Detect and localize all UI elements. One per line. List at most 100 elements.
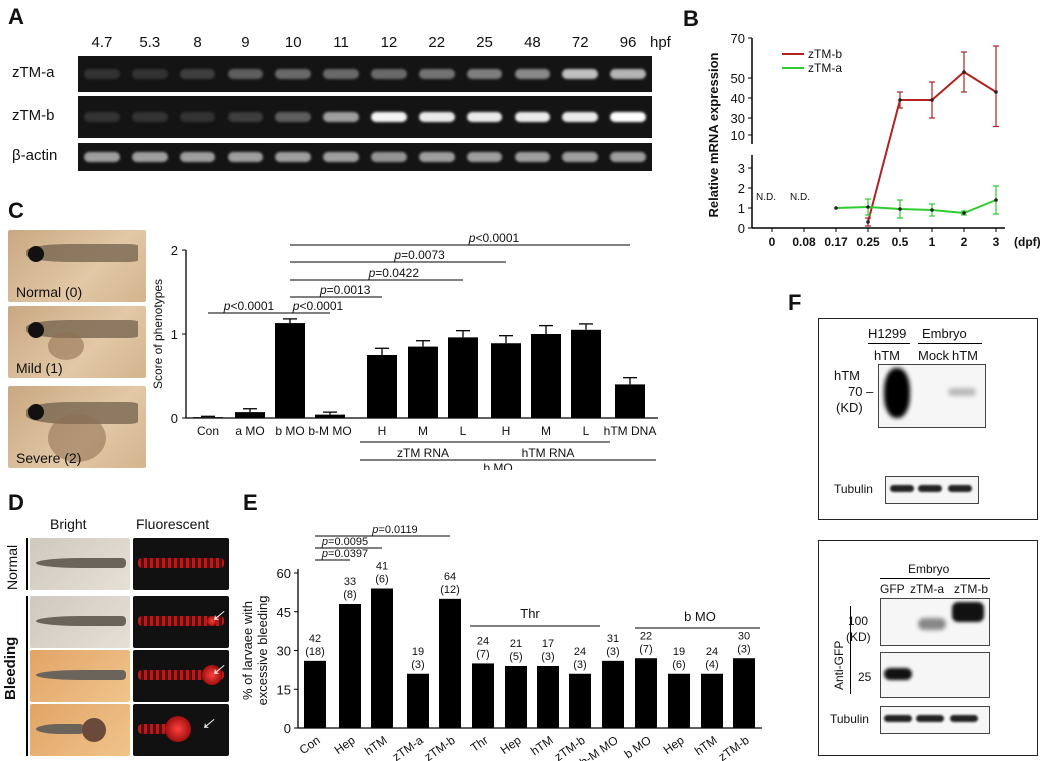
- gel-row-label: β-actin: [12, 147, 58, 164]
- hpf-label: 96: [619, 34, 637, 51]
- bar: [571, 329, 601, 418]
- gel-band: [610, 69, 646, 79]
- y-tick-label: 1: [171, 327, 178, 342]
- gel-band: [562, 112, 599, 122]
- n-label: (3): [541, 651, 554, 663]
- marker-label: 100: [848, 614, 869, 628]
- gel-band: [418, 152, 455, 162]
- n-label: (7): [476, 648, 489, 660]
- pvalue-label: p<0.0001: [292, 299, 344, 313]
- n-label: 64: [444, 571, 456, 583]
- n-label: 42: [309, 633, 321, 645]
- y-tick-label: 30: [731, 111, 745, 126]
- n-label: 22: [640, 630, 652, 642]
- y-tick-label: 2: [738, 181, 745, 196]
- larva-body: [26, 244, 138, 262]
- bleed-spot: [207, 616, 217, 626]
- x-tick-label: H: [502, 424, 511, 438]
- panel-c-letter: C: [8, 198, 24, 223]
- x-tick-label: hTM: [362, 733, 390, 758]
- y-tick-label: 0: [284, 721, 291, 736]
- gel-band: [84, 112, 120, 122]
- group-label: zTM RNA: [397, 446, 449, 460]
- n-label: 17: [542, 638, 554, 650]
- bar: [275, 323, 305, 418]
- row-label-bleeding: Bleeding: [2, 636, 19, 700]
- gel-band: [323, 69, 359, 79]
- photo-label: Normal (0): [16, 284, 83, 300]
- larva-photo: Normal (0): [8, 230, 146, 302]
- vessel-glow: [138, 616, 224, 626]
- tubulin-band: [890, 485, 914, 492]
- hpf-label: 8: [193, 34, 202, 51]
- band-weak: [948, 388, 976, 396]
- y-tick-label: 30: [277, 644, 291, 659]
- bar: [304, 660, 326, 728]
- n-label: 21: [510, 638, 522, 650]
- bar: [408, 346, 438, 418]
- x-tick-label: hTM: [692, 733, 720, 758]
- group-label: b MO: [684, 609, 716, 624]
- lane-line: [868, 343, 910, 344]
- data-point: [994, 90, 998, 94]
- tail-shape: [36, 670, 126, 680]
- gel-band: [227, 112, 264, 122]
- n-label: 24: [706, 646, 718, 658]
- y-tick-label: 0: [171, 411, 178, 426]
- vessel-glow: [138, 670, 224, 680]
- photo-label: Severe (2): [16, 450, 82, 466]
- larva-photo: Mild (1): [8, 306, 146, 378]
- x-tick-label: b MO: [622, 733, 654, 761]
- gel-band: [275, 112, 312, 122]
- n-label: (3): [573, 659, 586, 671]
- gel-band: [84, 152, 120, 162]
- nd-label: N.D.: [756, 192, 776, 203]
- bar: [448, 337, 478, 418]
- band-weak: [918, 618, 946, 630]
- pvalue-label: p<0.0001: [468, 231, 520, 245]
- bar: [439, 598, 461, 728]
- lane-label: hTM: [952, 348, 978, 363]
- band-strong: [884, 668, 912, 680]
- gel-band: [371, 152, 407, 162]
- x-tick-label: 0: [769, 235, 776, 249]
- gel-band: [371, 112, 407, 122]
- n-label: (12): [440, 584, 460, 596]
- blot-frame-bottom: [818, 540, 1038, 756]
- n-label: 33: [344, 576, 356, 588]
- y-axis-label: Score of phenotypes: [151, 279, 165, 389]
- gel-band: [514, 152, 551, 162]
- gel-band: [227, 152, 264, 162]
- n-label: 41: [376, 561, 388, 573]
- x-tick-label: b MO: [275, 424, 304, 438]
- bar: [193, 417, 223, 418]
- legend-label: zTM-a: [808, 61, 842, 75]
- gel-band: [466, 112, 503, 122]
- panel-f-letter: F: [788, 290, 802, 315]
- y-tick-label: 60: [277, 566, 291, 581]
- lane-label: GFP: [880, 582, 905, 596]
- n-label: (3): [737, 643, 750, 655]
- hpf-label: 12: [380, 34, 398, 51]
- larva-edema: [48, 332, 84, 360]
- y-tick-label: 2: [171, 243, 178, 258]
- gel-band: [179, 112, 216, 122]
- y-tick-label: 70: [731, 31, 745, 46]
- y-tick-label: 15: [277, 682, 291, 697]
- side-label: Anti-GFP: [832, 640, 846, 690]
- x-tick-label: hTM DNA: [604, 424, 657, 438]
- n-label: 30: [738, 630, 750, 642]
- x-tick-label: a MO: [235, 424, 264, 438]
- larva-body: [26, 402, 138, 424]
- gel-band: [514, 112, 551, 122]
- gel-band: [371, 69, 407, 79]
- panel-a-letter: A: [8, 4, 24, 29]
- embryo-label: Embryo: [922, 326, 967, 341]
- n-label: (3): [411, 659, 424, 671]
- tubulin-band: [948, 485, 972, 492]
- x-tick-label: L: [460, 424, 467, 438]
- hpf-label: 48: [524, 34, 541, 51]
- x-tick-label: 0.17: [824, 235, 848, 249]
- lane-label: zTM-a: [910, 582, 944, 596]
